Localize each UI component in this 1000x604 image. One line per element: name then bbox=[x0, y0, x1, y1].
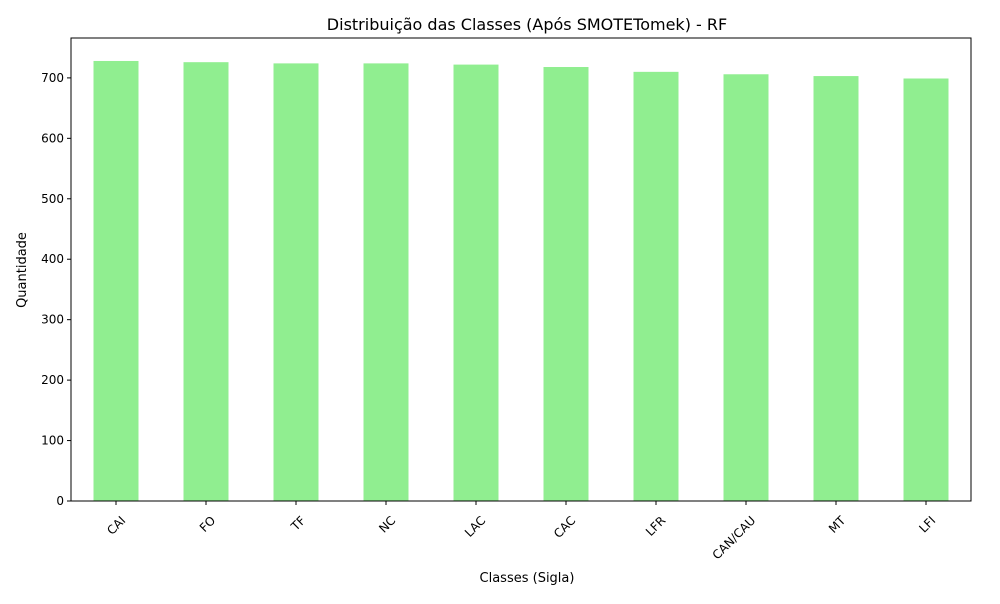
x-axis: CAI FO TF NC LAC CAC LFR CAN/CAU MT LFI bbox=[104, 501, 938, 562]
x-tick-label: CAN/CAU bbox=[710, 513, 759, 562]
x-tick-label: LAC bbox=[462, 513, 488, 539]
bar-lfi bbox=[903, 78, 949, 502]
y-tick-label: 200 bbox=[41, 373, 64, 387]
x-tick-label: LFI bbox=[916, 513, 938, 535]
y-tick-label: 500 bbox=[41, 192, 64, 206]
bar-lac bbox=[453, 64, 499, 501]
bar-fo bbox=[183, 62, 229, 501]
y-tick-label: 600 bbox=[41, 131, 64, 145]
y-tick-label: 700 bbox=[41, 71, 64, 85]
x-tick-label: LFR bbox=[643, 513, 668, 538]
y-tick-label: 300 bbox=[41, 313, 64, 327]
y-tick-label: 400 bbox=[41, 252, 64, 266]
x-tick-label: NC bbox=[376, 513, 398, 535]
bars-group bbox=[93, 60, 949, 502]
x-tick-label: MT bbox=[826, 513, 849, 536]
y-axis-label: Quantidade bbox=[15, 232, 30, 308]
y-tick-label: 0 bbox=[56, 494, 64, 508]
x-tick-label: CAI bbox=[104, 513, 128, 537]
bar-can-cau bbox=[723, 74, 769, 501]
bar-nc bbox=[363, 63, 409, 502]
x-tick-label: CAC bbox=[551, 513, 578, 540]
bar-cac bbox=[543, 67, 589, 501]
bar-tf bbox=[273, 63, 319, 502]
y-tick-label: 100 bbox=[41, 434, 64, 448]
bar-mt bbox=[813, 76, 859, 501]
bar-lfr bbox=[633, 71, 679, 501]
chart-title: Distribuição das Classes (Após SMOTETome… bbox=[327, 15, 727, 34]
plot-frame bbox=[70, 37, 972, 502]
x-axis-label: Classes (Sigla) bbox=[480, 571, 575, 586]
y-axis: 0 100 200 300 400 500 600 700 bbox=[41, 71, 71, 508]
bar-cai bbox=[93, 60, 139, 502]
x-tick-label: FO bbox=[197, 513, 218, 534]
x-tick-label: TF bbox=[288, 513, 309, 534]
